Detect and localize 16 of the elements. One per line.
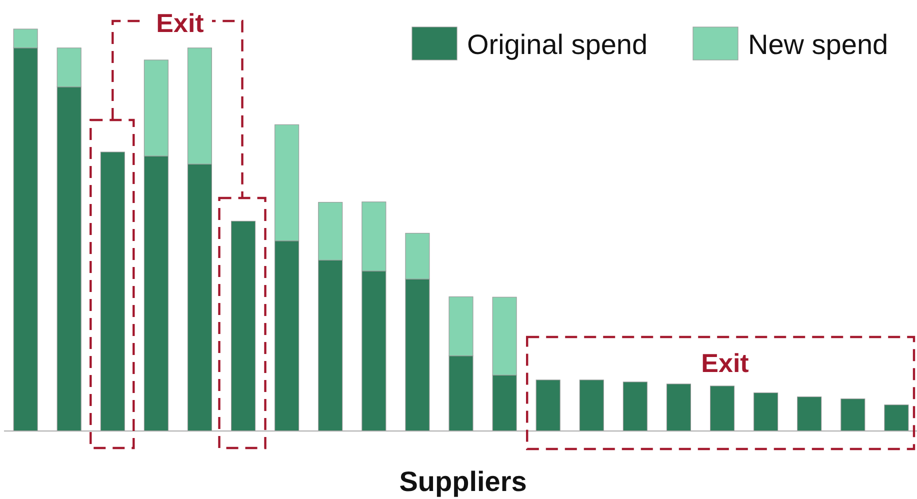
bar: [710, 386, 735, 432]
bar: [100, 152, 125, 432]
bar: [797, 396, 822, 432]
bar: [754, 392, 778, 432]
legend-label: Original spend: [467, 29, 648, 60]
bar: [536, 380, 560, 432]
x-axis-title: Suppliers: [399, 466, 527, 497]
bar: [622, 382, 648, 432]
bar: [231, 220, 256, 432]
bar: [884, 404, 909, 432]
annotation: Exit: [156, 8, 204, 38]
bar: [666, 384, 691, 432]
annotation: Exit: [701, 348, 750, 378]
bar: [579, 380, 604, 432]
bar: [840, 398, 866, 432]
legend-label: New spend: [748, 29, 888, 60]
